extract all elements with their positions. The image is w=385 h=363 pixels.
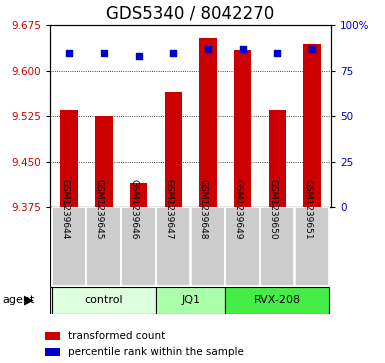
Bar <box>95 116 112 207</box>
Bar <box>60 110 78 207</box>
FancyBboxPatch shape <box>52 207 86 286</box>
Text: GSM1239646: GSM1239646 <box>129 179 139 240</box>
Text: agent: agent <box>2 295 34 305</box>
FancyBboxPatch shape <box>191 207 225 286</box>
FancyBboxPatch shape <box>156 207 191 286</box>
Bar <box>303 44 321 207</box>
Text: GSM1239651: GSM1239651 <box>303 179 312 240</box>
Text: RVX-208: RVX-208 <box>254 295 301 305</box>
Point <box>170 50 176 56</box>
FancyBboxPatch shape <box>295 207 329 286</box>
Text: GSM1239648: GSM1239648 <box>199 179 208 240</box>
Bar <box>269 110 286 207</box>
FancyBboxPatch shape <box>52 287 156 314</box>
Text: GSM1239650: GSM1239650 <box>268 179 277 240</box>
Title: GDS5340 / 8042270: GDS5340 / 8042270 <box>106 4 275 23</box>
Point <box>101 50 107 56</box>
FancyBboxPatch shape <box>121 207 156 286</box>
FancyBboxPatch shape <box>50 207 328 287</box>
FancyBboxPatch shape <box>260 207 295 286</box>
FancyBboxPatch shape <box>156 287 225 314</box>
Text: percentile rank within the sample: percentile rank within the sample <box>69 347 244 357</box>
Point <box>66 50 72 56</box>
Bar <box>45 348 60 356</box>
Bar <box>164 92 182 207</box>
Text: GSM1239649: GSM1239649 <box>234 179 243 240</box>
FancyBboxPatch shape <box>87 207 121 286</box>
Text: JQ1: JQ1 <box>181 295 200 305</box>
FancyBboxPatch shape <box>225 287 329 314</box>
Text: GSM1239645: GSM1239645 <box>95 179 104 240</box>
Point <box>274 50 280 56</box>
Text: GSM1239644: GSM1239644 <box>60 179 69 240</box>
Text: ▶: ▶ <box>24 294 33 307</box>
Bar <box>130 183 147 207</box>
Point <box>205 46 211 52</box>
Text: transformed count: transformed count <box>69 331 166 341</box>
Bar <box>234 50 251 207</box>
FancyBboxPatch shape <box>225 207 260 286</box>
FancyBboxPatch shape <box>50 287 328 314</box>
Bar <box>199 37 217 207</box>
Text: GSM1239647: GSM1239647 <box>164 179 173 240</box>
Text: control: control <box>85 295 123 305</box>
Point <box>309 46 315 52</box>
Bar <box>45 332 60 340</box>
Point <box>136 53 142 59</box>
Point <box>239 46 246 52</box>
